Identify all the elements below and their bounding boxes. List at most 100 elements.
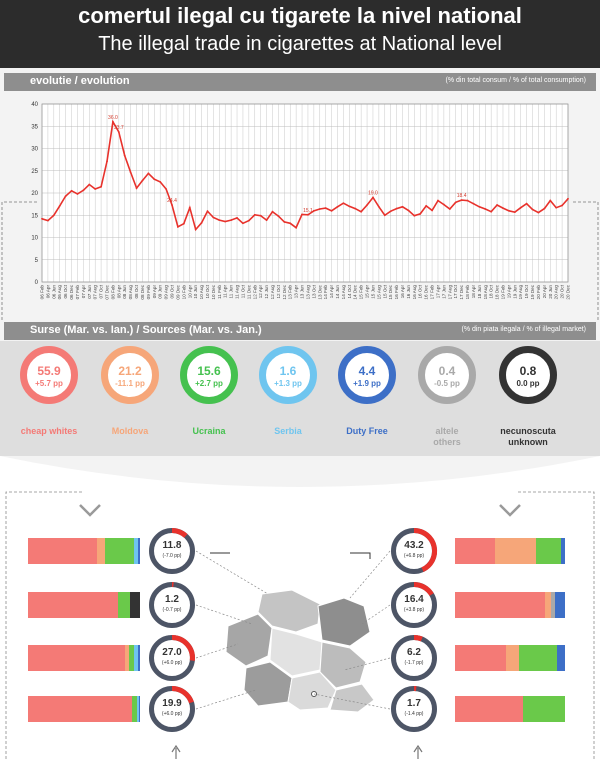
source-delta: +1.3 pp bbox=[274, 379, 302, 388]
data-point bbox=[206, 210, 209, 213]
region-ring-share bbox=[413, 634, 423, 642]
romania-map bbox=[225, 589, 375, 713]
data-point bbox=[129, 171, 132, 174]
x-tick-label: 07 Jun bbox=[87, 285, 92, 299]
dash-left bbox=[5, 491, 82, 759]
data-label: 18.4 bbox=[457, 193, 467, 199]
header: comertul ilegal cu tigarete la nivel nat… bbox=[0, 0, 600, 68]
x-tick-label: 14 Feb bbox=[323, 285, 328, 300]
data-point bbox=[442, 203, 445, 206]
data-point bbox=[289, 222, 292, 225]
data-point bbox=[230, 219, 233, 222]
chevron-down-icon bbox=[79, 504, 101, 517]
region-value-circle: 6.2 (-1.7 pp) bbox=[391, 635, 437, 681]
bar-segment bbox=[518, 645, 558, 671]
source-circle: 4.4 +1.9 pp bbox=[338, 346, 396, 404]
data-point bbox=[407, 209, 410, 212]
data-point bbox=[52, 214, 55, 217]
data-point bbox=[401, 205, 404, 208]
source-circle: 21.2 -11.1 pp bbox=[101, 346, 159, 404]
x-tick-label: 18 Feb bbox=[465, 285, 470, 300]
source-value: 4.4 bbox=[358, 364, 376, 378]
x-tick-label: 12 Dec bbox=[282, 284, 287, 299]
data-point bbox=[425, 205, 428, 207]
y-tick-label: 40 bbox=[31, 102, 38, 108]
x-tick-label: 09 Apr bbox=[152, 285, 157, 299]
x-tick-label: 10 Dec bbox=[211, 284, 216, 299]
x-tick-label: 18 Aug bbox=[483, 285, 488, 300]
y-tick-label: 30 bbox=[31, 147, 38, 153]
x-tick-label: 14 Dec bbox=[353, 284, 358, 299]
region-value: 11.8 bbox=[162, 540, 182, 551]
connector bbox=[313, 693, 391, 710]
data-point bbox=[324, 207, 327, 210]
region-value-circle: 16.4 (+3.8 pp) bbox=[391, 582, 437, 628]
data-point bbox=[106, 160, 108, 163]
x-tick-label: 07 Oct bbox=[99, 284, 104, 298]
x-tick-label: 08 Apr bbox=[116, 285, 121, 299]
x-tick-label: 06 Aug bbox=[57, 285, 62, 300]
x-tick-label: 13 Dec bbox=[317, 284, 322, 299]
source-label: Duty Free bbox=[346, 426, 388, 436]
data-point bbox=[182, 222, 185, 225]
x-tick-label: 16 Jun bbox=[406, 285, 411, 299]
region-delta: (+6.8 pp) bbox=[403, 553, 425, 559]
connector bbox=[195, 550, 269, 595]
bar-segment bbox=[137, 645, 140, 671]
source-label: Ucraina bbox=[192, 426, 226, 436]
data-point bbox=[507, 209, 510, 212]
x-tick-label: 06 Jun bbox=[51, 285, 56, 299]
x-tick-label: 19 Aug bbox=[518, 285, 523, 300]
bar-segment bbox=[137, 538, 140, 564]
bar-segment bbox=[536, 538, 561, 564]
x-tick-label: 17 Oct bbox=[453, 284, 458, 298]
data-point bbox=[383, 214, 386, 217]
data-point bbox=[301, 213, 303, 216]
data-point bbox=[502, 207, 504, 210]
data-point bbox=[135, 187, 138, 190]
x-tick-label: 09 Aug bbox=[164, 285, 169, 300]
source-value: 1.6 bbox=[279, 364, 297, 378]
source-circle: 1.6 +1.3 pp bbox=[259, 346, 317, 404]
x-tick-label: 11 Dec bbox=[246, 284, 251, 299]
source-circle: 15.6 +2.7 pp bbox=[180, 346, 238, 404]
x-tick-label: 06 Oct bbox=[63, 284, 68, 298]
data-point bbox=[165, 188, 168, 190]
x-tick-label: 16 Feb bbox=[394, 285, 399, 300]
bar-segment bbox=[557, 645, 565, 671]
connector bbox=[361, 604, 391, 625]
region-delta: (-7.0 pp) bbox=[162, 553, 182, 559]
data-point bbox=[543, 207, 546, 210]
x-tick-label: 16 Aug bbox=[412, 285, 417, 300]
regional-panel bbox=[0, 456, 600, 759]
source-delta: +5.7 pp bbox=[35, 379, 63, 388]
source-circle: 55.9 +5.7 pp bbox=[20, 346, 78, 404]
x-tick-label: 08 Jun bbox=[122, 285, 127, 299]
x-tick-label: 12 Jun bbox=[264, 285, 269, 299]
source-label: altele others bbox=[433, 426, 461, 447]
data-point bbox=[253, 213, 256, 216]
chevron-down-icon bbox=[499, 504, 521, 517]
source-circle: 0.4 -0.5 pp bbox=[418, 346, 476, 404]
region-value: 27.0 bbox=[162, 647, 182, 658]
region-value: 1.2 bbox=[165, 594, 179, 605]
data-point bbox=[188, 206, 191, 209]
region-value: 16.4 bbox=[404, 594, 424, 605]
source-label-en: unknown bbox=[508, 437, 548, 447]
source-delta: -0.5 pp bbox=[434, 379, 460, 388]
data-point bbox=[330, 209, 333, 212]
bar-segment bbox=[505, 645, 519, 671]
x-tick-label: 17 Jun bbox=[441, 285, 446, 299]
source-circle: 0.8 0.0 pp bbox=[499, 346, 557, 404]
data-label: 24.4 bbox=[167, 198, 177, 204]
region-ring-share bbox=[171, 528, 188, 538]
region-value-circle: 43.2 (+6.8 pp) bbox=[391, 528, 437, 574]
region-stacked-bar bbox=[455, 645, 565, 671]
data-point bbox=[377, 205, 380, 208]
region-delta: (-1.4 pp) bbox=[404, 711, 424, 717]
x-tick-label: 18 Apr bbox=[471, 285, 476, 299]
source-label-en: others bbox=[433, 437, 461, 447]
connector-arrow bbox=[350, 552, 371, 559]
x-tick-label: 15 Apr bbox=[365, 285, 370, 299]
x-tick-label: 18 Oct bbox=[489, 284, 494, 298]
